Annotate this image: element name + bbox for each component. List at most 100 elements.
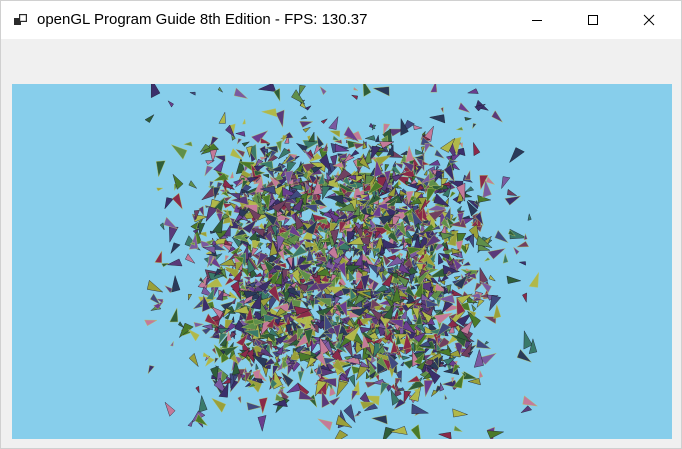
particle <box>298 321 306 329</box>
particle <box>297 262 315 273</box>
particle <box>170 242 181 255</box>
particle <box>254 158 264 168</box>
particle <box>349 311 362 319</box>
particle <box>463 370 479 380</box>
particle <box>230 245 241 256</box>
minimize-button[interactable] <box>514 1 560 39</box>
particle <box>363 213 370 222</box>
particle <box>254 337 263 348</box>
particle <box>440 217 451 230</box>
particle <box>427 291 435 300</box>
particle <box>247 300 256 307</box>
particle <box>461 261 472 267</box>
particle <box>233 87 249 99</box>
particle <box>261 211 278 227</box>
particle <box>250 130 269 144</box>
particle <box>375 293 381 300</box>
particle <box>300 364 305 373</box>
particle <box>464 234 472 242</box>
particle <box>396 387 405 391</box>
particle <box>428 240 435 253</box>
particle <box>346 211 355 220</box>
particle <box>442 362 449 368</box>
particle <box>400 117 409 136</box>
particle <box>304 218 319 235</box>
particle <box>202 352 211 358</box>
particle <box>144 114 155 123</box>
particle <box>188 352 199 368</box>
particle <box>210 365 219 384</box>
particle <box>483 340 489 346</box>
title-bar[interactable]: openGL Program Guide 8th Edition - FPS: … <box>1 1 681 39</box>
particle <box>427 274 435 278</box>
particle <box>198 205 205 218</box>
particle <box>230 353 240 365</box>
particle <box>238 177 246 181</box>
particle <box>527 213 532 221</box>
particle <box>264 230 275 247</box>
particle <box>398 263 412 275</box>
particle <box>259 156 268 161</box>
particle <box>365 218 373 223</box>
particle <box>235 156 245 175</box>
particle <box>428 159 441 166</box>
particle <box>287 360 296 365</box>
particle <box>414 388 421 399</box>
close-button[interactable] <box>626 1 672 39</box>
particle <box>382 426 396 439</box>
particle <box>418 269 427 279</box>
particle <box>352 294 366 307</box>
opengl-viewport[interactable] <box>12 84 672 439</box>
particle <box>278 249 285 262</box>
particle <box>374 284 389 293</box>
particle <box>305 246 314 263</box>
particle <box>205 250 213 254</box>
particle <box>334 296 341 307</box>
particle <box>297 267 312 283</box>
particle <box>479 175 489 191</box>
particle <box>328 396 341 406</box>
particle <box>384 164 390 172</box>
particle <box>430 389 438 398</box>
particle <box>379 343 383 349</box>
particle <box>372 124 377 131</box>
particle <box>363 402 379 412</box>
particle <box>370 326 378 334</box>
particle <box>512 246 520 256</box>
particle <box>247 207 262 223</box>
particle <box>178 321 185 329</box>
particle <box>400 205 408 210</box>
particle <box>433 193 450 207</box>
particle <box>156 187 164 192</box>
particle <box>299 101 308 110</box>
particle <box>231 297 237 305</box>
particle <box>409 338 419 345</box>
particle <box>233 178 243 186</box>
particle <box>310 166 324 174</box>
particle <box>360 274 370 293</box>
particle <box>271 346 278 350</box>
maximize-button[interactable] <box>570 1 616 39</box>
particle <box>401 214 412 228</box>
particle <box>225 124 235 138</box>
particle <box>478 369 484 379</box>
particle <box>291 197 304 212</box>
particle <box>228 193 241 200</box>
particle <box>274 324 281 333</box>
particle <box>465 268 472 272</box>
particle <box>314 318 322 325</box>
particle <box>332 309 337 317</box>
particle <box>312 269 318 278</box>
particle <box>390 388 400 406</box>
particle <box>330 154 338 170</box>
particle <box>241 188 250 194</box>
particle <box>421 263 428 272</box>
particle <box>287 298 295 311</box>
particle <box>286 270 291 277</box>
particle <box>264 270 269 278</box>
particle <box>304 181 311 192</box>
particle <box>269 327 280 338</box>
particle <box>466 200 478 217</box>
particle <box>371 337 383 347</box>
particle <box>302 205 306 213</box>
